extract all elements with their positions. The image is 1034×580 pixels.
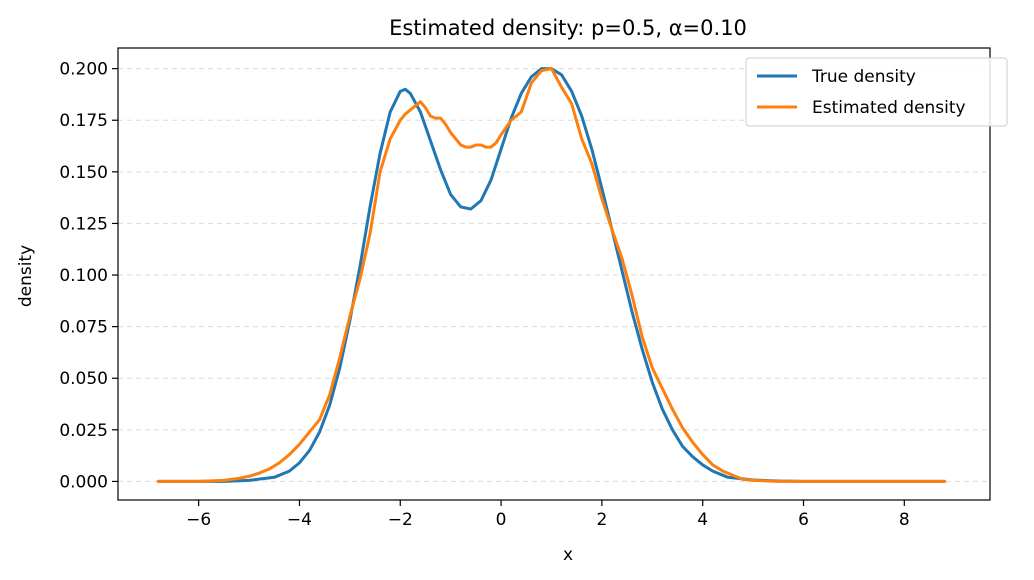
y-tick-label: 0.200: [59, 60, 108, 80]
x-tick-label: 4: [697, 510, 708, 530]
y-tick-label: 0.175: [59, 111, 108, 131]
x-axis-label: x: [563, 545, 573, 565]
x-tick-label: 2: [596, 510, 607, 530]
legend-label-true-density: True density: [811, 67, 916, 87]
x-tick-label: −2: [388, 510, 413, 530]
x-tick-label: 6: [798, 510, 809, 530]
ticks: 0.000 0.025 0.050 0.075 0.100 0.125 0.150 0.175…: [59, 60, 909, 530]
legend: True density Estimated density: [745, 57, 1008, 127]
x-tick-label: −6: [186, 510, 211, 530]
x-tick-label: 8: [899, 510, 910, 530]
y-tick-label: 0.125: [59, 214, 108, 234]
y-axis-label: density: [16, 245, 36, 307]
y-tick-label: 0.100: [59, 266, 108, 286]
legend-label-estimated-density: Estimated density: [812, 98, 966, 118]
x-tick-label: −4: [287, 510, 312, 530]
x-tick-label: 0: [496, 510, 507, 530]
series-lines: [156, 67, 947, 483]
estimated-density-line: [156, 67, 947, 483]
y-tick-label: 0.000: [59, 472, 108, 492]
legend-box: [745, 57, 1008, 127]
plot-frame: [117, 47, 991, 501]
chart-title: Estimated density: p=0.5, α=0.10: [389, 16, 747, 40]
y-tick-label: 0.025: [59, 421, 108, 441]
y-tick-label: 0.050: [59, 369, 108, 389]
y-tick-label: 0.075: [59, 318, 108, 338]
y-tick-label: 0.150: [59, 163, 108, 183]
true-density-line: [156, 67, 947, 483]
